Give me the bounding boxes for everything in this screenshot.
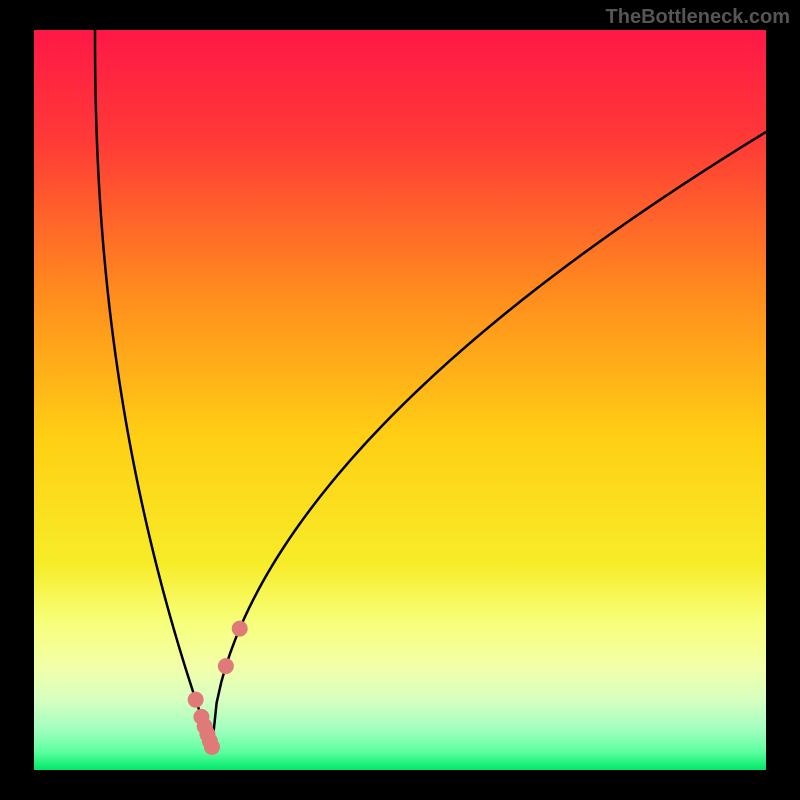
plot-background [34,30,766,770]
marker-right-1 [232,621,248,637]
marker-left-5 [188,692,204,708]
chart-svg [0,0,800,800]
watermark-text: TheBottleneck.com [606,6,790,29]
marker-right-0 [218,658,234,674]
chart-container: TheBottleneck.com [0,0,800,800]
marker-left-4 [193,709,209,725]
